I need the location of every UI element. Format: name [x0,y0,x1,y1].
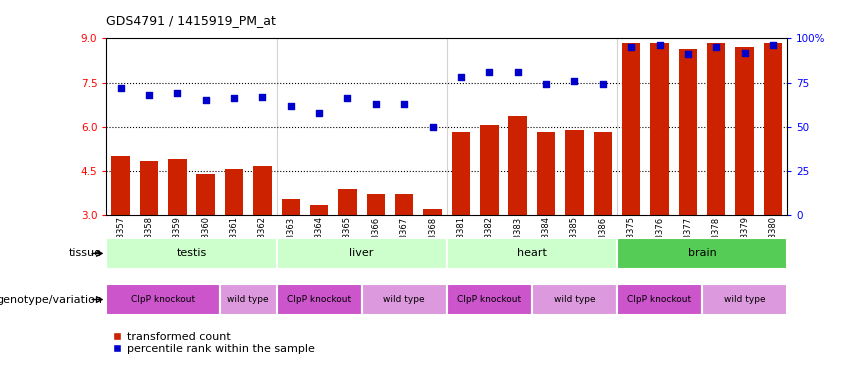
Point [511,69,524,75]
Bar [679,49,697,303]
Text: ClpP knockout: ClpP knockout [287,295,351,304]
Point [738,50,751,56]
Bar [395,194,414,303]
Point [227,95,241,101]
Point [426,124,439,130]
Text: wild type: wild type [554,295,595,304]
Point [568,78,581,84]
Bar [447,284,532,315]
Point [369,101,383,107]
Bar [140,161,158,303]
Bar [310,205,328,303]
Text: ClpP knockout: ClpP knockout [457,295,522,304]
Bar [650,43,669,303]
Bar [702,284,787,315]
Text: wild type: wild type [384,295,425,304]
Bar [339,189,357,303]
Text: ClpP knockout: ClpP knockout [131,295,195,304]
Bar [106,238,277,269]
Bar [509,116,527,303]
Point [540,81,553,88]
Text: GDS4791 / 1415919_PM_at: GDS4791 / 1415919_PM_at [106,14,277,27]
Bar [594,132,612,303]
Bar [452,132,470,303]
Point [114,85,128,91]
Point [312,109,326,116]
Legend: transformed count, percentile rank within the sample: transformed count, percentile rank withi… [112,332,316,354]
Point [170,90,184,96]
Text: wild type: wild type [227,295,269,304]
Bar [282,199,300,303]
Point [710,44,723,50]
Bar [565,130,584,303]
Point [340,95,354,101]
Bar [197,174,214,303]
Text: testis: testis [176,248,207,258]
Point [681,51,694,57]
Bar [735,46,754,303]
Bar [532,284,617,315]
Point [255,94,269,100]
Text: wild type: wild type [724,295,765,304]
Point [483,69,496,75]
Bar [617,284,702,315]
Bar [447,238,617,269]
Point [199,97,213,103]
Point [653,42,666,48]
Bar [764,43,782,303]
Point [397,101,411,107]
Point [284,103,298,109]
Text: tissue: tissue [69,248,102,258]
Bar [622,43,641,303]
Point [454,74,468,80]
Bar [254,167,271,303]
Bar [707,43,725,303]
Bar [424,209,442,303]
Text: ClpP knockout: ClpP knockout [627,295,692,304]
Bar [277,284,362,315]
Bar [480,125,499,303]
Bar [220,284,277,315]
Bar [168,159,186,303]
Point [142,92,156,98]
Text: heart: heart [517,248,547,258]
Text: genotype/variation: genotype/variation [0,295,102,305]
Bar [362,284,447,315]
Bar [537,132,555,303]
Text: liver: liver [350,248,374,258]
Bar [277,238,447,269]
Bar [106,284,220,315]
Point [596,81,609,88]
Bar [617,238,787,269]
Text: brain: brain [688,248,717,258]
Bar [225,169,243,303]
Point [625,44,638,50]
Bar [111,156,129,303]
Bar [367,194,385,303]
Point [766,42,780,48]
